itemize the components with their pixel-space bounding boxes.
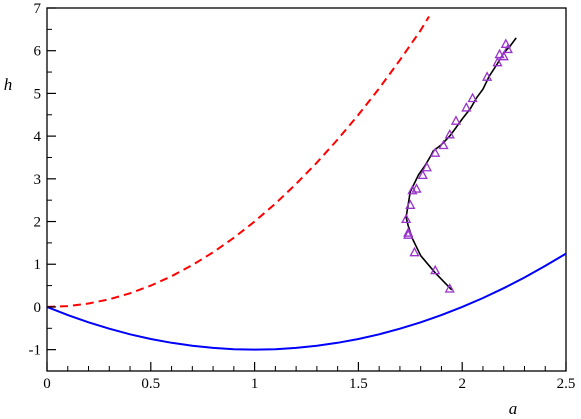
triangle-marker: [417, 169, 428, 180]
y-tick-label: 3: [34, 172, 42, 188]
x-tick-label: 1: [251, 376, 259, 392]
series-line-2: [405, 37, 517, 291]
series-line-0: [46, 15, 430, 308]
triangle-marker: [492, 56, 503, 67]
y-tick-label: -1: [29, 343, 42, 359]
series-line-1: [46, 252, 567, 351]
x-tick-label: 2.5: [557, 376, 576, 392]
y-tick-label: 0: [34, 300, 42, 316]
y-tick-label: 2: [34, 215, 42, 231]
triangle-marker: [411, 183, 422, 193]
ticks-layer: 0 0.5 1 1.5 2 2.5 -1 0 1 2 3 4 5 6 7: [29, 1, 576, 392]
triangle-marker: [430, 264, 441, 275]
y-tick-label: 5: [34, 86, 42, 102]
triangle-marker: [500, 38, 511, 48]
triangle-marker: [498, 50, 509, 61]
triangle-marker: [467, 92, 478, 103]
triangle-marker: [438, 139, 449, 150]
series-layer: [46, 15, 567, 351]
triangle-marker: [430, 147, 441, 157]
triangle-marker: [409, 246, 420, 257]
plot-frame: [46, 7, 567, 372]
triangle-marker: [444, 283, 455, 293]
x-tick-label: 0.5: [141, 376, 160, 392]
x-tick-label: 1.5: [349, 376, 368, 392]
y-tick-label: 1: [34, 257, 42, 273]
triangle-marker: [461, 102, 472, 112]
x-tick-label: 2: [458, 376, 466, 392]
y-axis-label: h: [4, 75, 13, 94]
triangle-marker: [444, 128, 455, 139]
triangle-marker: [403, 227, 414, 237]
x-tick-label: 0: [43, 376, 51, 392]
triangle-marker: [421, 161, 432, 172]
triangle-marker: [494, 48, 505, 59]
triangle-marker: [401, 213, 412, 224]
triangle-marker: [450, 115, 462, 125]
triangle-marker: [482, 71, 493, 81]
triangle-marker: [405, 199, 416, 209]
x-axis-label: a: [509, 399, 518, 418]
y-tick-label: 7: [34, 1, 42, 17]
triangle-marker: [403, 229, 414, 239]
triangle-marker: [502, 43, 513, 54]
y-tick-label: 6: [34, 44, 42, 60]
triangle-marker: [407, 184, 418, 195]
y-tick-label: 4: [34, 129, 42, 145]
